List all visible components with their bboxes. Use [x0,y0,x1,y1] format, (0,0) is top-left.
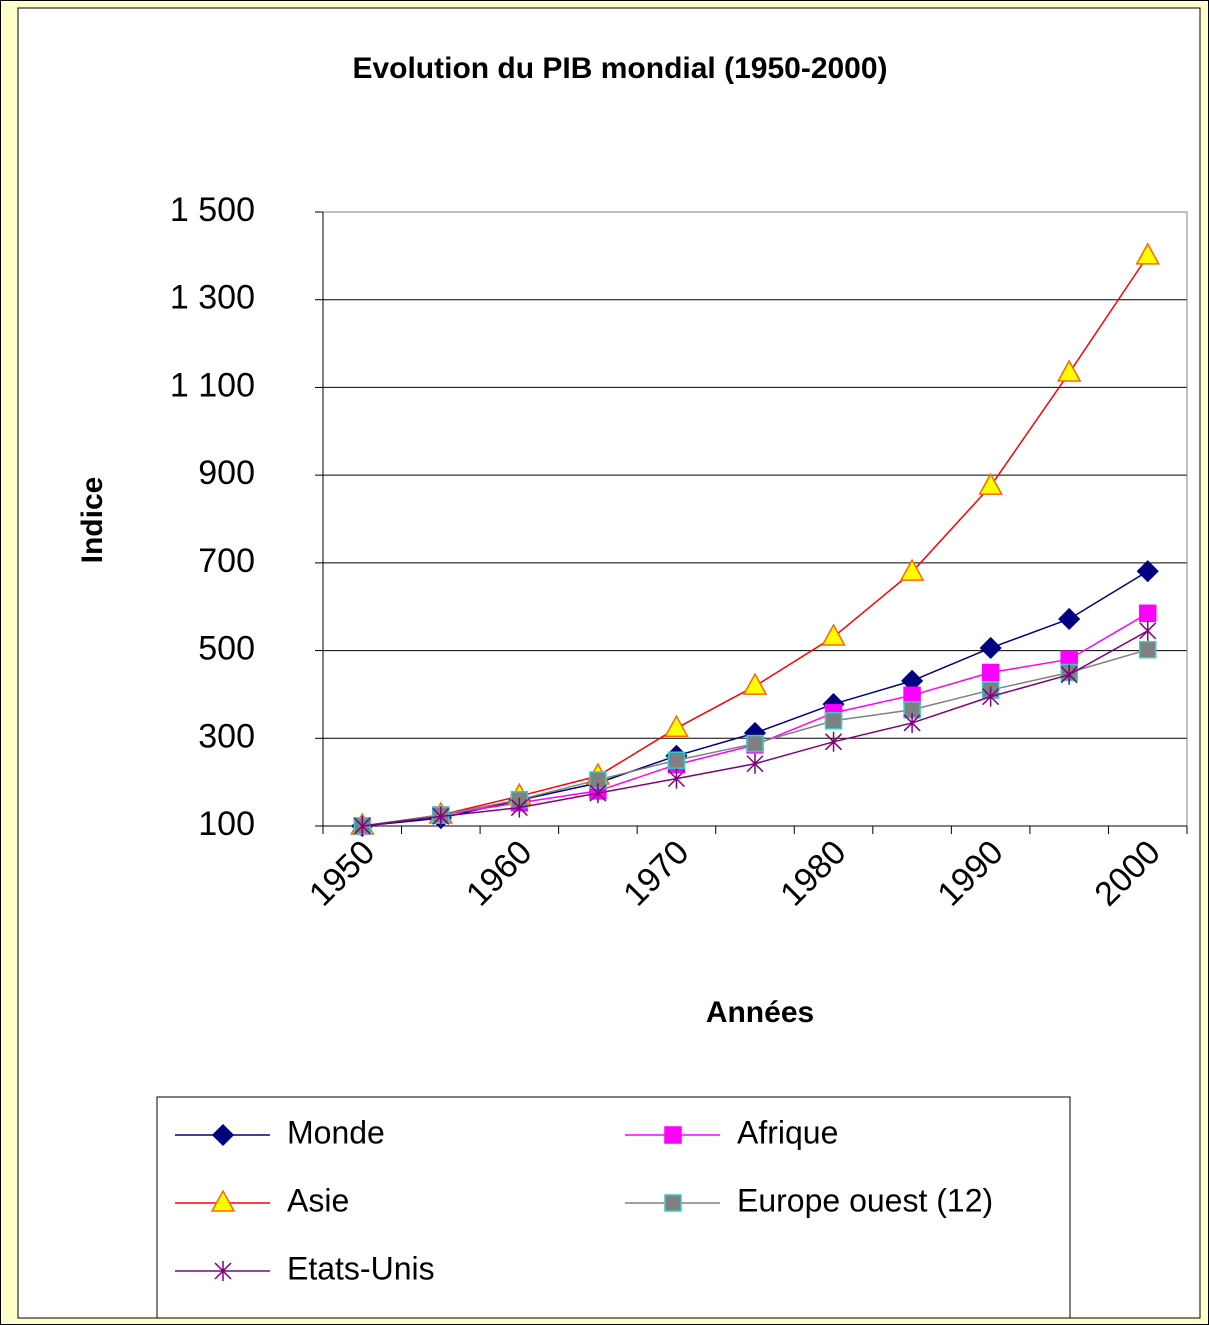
legend-label: Asie [287,1182,349,1218]
marker [1135,242,1160,265]
marker [510,797,528,818]
marker [214,1261,232,1281]
marker [664,1126,682,1144]
marker [746,734,764,753]
legend-label: Monde [287,1114,385,1150]
marker [825,731,843,752]
marker [664,714,689,737]
marker [742,672,768,695]
marker [211,1123,235,1147]
marker [746,753,764,774]
marker [664,1194,682,1212]
marker [978,472,1003,495]
marker [903,712,921,733]
y-tick-label: 100 [198,805,255,843]
marker [1139,620,1157,641]
marker [821,623,846,646]
marker [1056,359,1082,382]
marker [899,558,925,581]
legend-label: Afrique [737,1114,838,1150]
marker [1138,604,1157,623]
marker [824,711,843,730]
marker [979,636,1002,660]
marker [1058,607,1081,631]
y-tick-label: 700 [198,542,255,580]
marker [1136,560,1159,583]
marker [432,806,450,827]
legend [156,1096,1071,1319]
y-tick-label: 900 [198,454,255,492]
marker [353,816,371,836]
y-tick-label: 1 100 [170,366,255,404]
y-tick-label: 1 500 [170,191,255,229]
marker [210,1189,236,1212]
marker [981,663,1000,682]
legend-label: Etats-Unis [287,1250,435,1286]
chart-title: Evolution du PIB mondial (1950-2000) [352,52,887,85]
y-tick-label: 500 [198,630,255,668]
legend-label: Europe ouest (12) [737,1182,993,1218]
marker [1060,664,1078,685]
x-axis-title: Années [706,996,814,1029]
y-axis-title: Indice [76,477,109,564]
marker [1138,640,1157,659]
marker [667,768,685,789]
y-tick-label: 1 300 [170,279,255,317]
marker [589,783,607,804]
marker [903,686,921,705]
marker [982,686,1000,707]
y-tick-label: 300 [198,717,255,755]
marker [667,751,686,769]
